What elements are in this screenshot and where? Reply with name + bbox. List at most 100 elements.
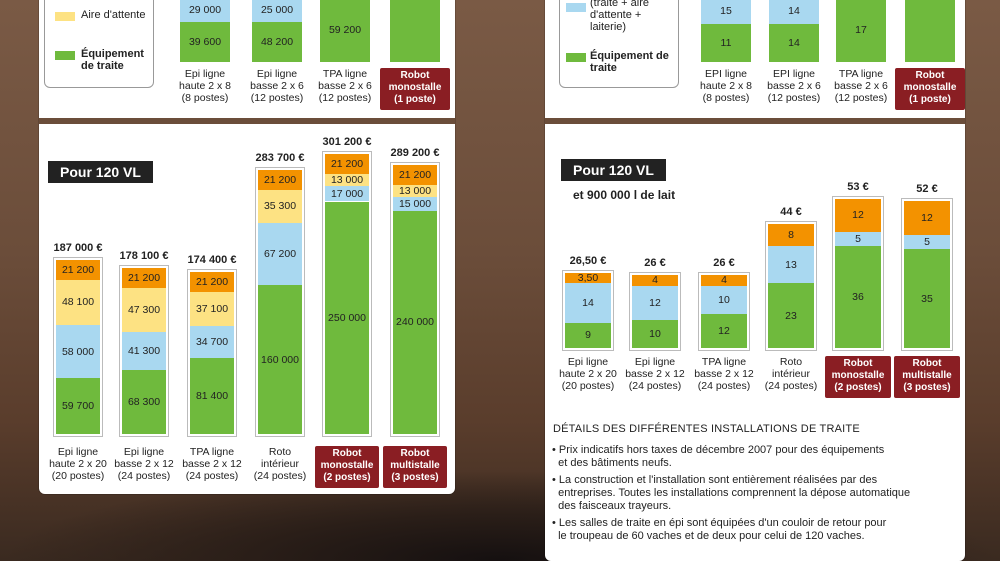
right-heading: Pour 120 VL <box>561 159 666 181</box>
bar-segment-yellow: 37 100 <box>190 291 234 327</box>
top-right-bar-label: EPI ligne haute 2 x 8 (8 postes) <box>691 68 761 104</box>
bar-label-line: Roto <box>779 356 803 368</box>
bar-label-line: Robot <box>912 358 942 369</box>
bar-label: Roto intérieur (24 postes) <box>248 446 312 482</box>
bar-segment-orange: 12 <box>904 201 950 236</box>
bar-label-line: Robot <box>332 448 362 459</box>
bar-segment-blue: 10 <box>701 285 747 315</box>
top-right-bar-label-line: (12 postes) <box>767 92 821 104</box>
top-left-bar-label-line: (8 postes) <box>181 92 229 104</box>
bar-segment-orange: 21 200 <box>122 268 166 289</box>
right-divider <box>545 118 965 124</box>
note-item: • Les salles de traite en épi sont équip… <box>552 517 952 543</box>
bar-label-line: Epi ligne <box>634 356 676 368</box>
bar-label-line: (24 postes) <box>253 470 307 482</box>
bar-label-line: intérieur <box>261 458 299 470</box>
top-right-bar-label-line: (8 postes) <box>702 92 750 104</box>
bar-segment-blue: 67 200 <box>258 222 302 286</box>
bar-segment-blue: 13 <box>768 246 814 284</box>
bar-segment-green: 250 000 <box>325 201 369 434</box>
top-left-bar-label: TPA ligne basse 2 x 6 (12 postes) <box>310 68 380 104</box>
legend-label-equipement-right: Équipement de traite <box>590 50 669 74</box>
top-right-seg-green: 11 <box>701 24 751 62</box>
top-left-bar-label-line: Epi ligne <box>184 68 226 80</box>
bar-segment-orange: 21 200 <box>56 260 100 280</box>
bar-label-line: TPA ligne <box>701 356 747 368</box>
top-left-seg-blue: 25 000 <box>252 0 302 22</box>
legend-label-traite: (traite + aire d'attente + laiterie) <box>590 0 649 33</box>
bar-label-line: haute 2 x 20 <box>559 368 617 380</box>
note-line: • Les salles de traite en épi sont équip… <box>552 517 887 529</box>
bar-total: 178 100 € <box>119 250 169 263</box>
bar-label-line: haute 2 x 20 <box>49 458 107 470</box>
bar-segment-orange: 21 200 <box>258 170 302 190</box>
bar-label-line: (24 postes) <box>764 380 818 392</box>
bar-segment-orange: 8 <box>768 223 814 247</box>
top-right-bar-label-line: monostalle <box>903 82 957 93</box>
bar-label-line: (24 postes) <box>117 470 171 482</box>
bar-segment-yellow: 48 100 <box>56 279 100 325</box>
top-left-seg-blue: 29 000 <box>180 0 230 22</box>
bar-segment-green: 9 <box>565 322 611 348</box>
note-line: • Prix indicatifs hors taxes de décembre… <box>552 444 885 456</box>
bar-label-line: Robot <box>843 358 873 369</box>
bar-segment-green: 59 700 <box>56 378 100 434</box>
top-left-bar-label-line: haute 2 x 8 <box>179 80 231 92</box>
bar-segment-orange: 3,50 <box>565 272 611 284</box>
top-left-seg-green: 48 200 <box>252 22 302 62</box>
left-heading: Pour 120 VL <box>48 161 153 183</box>
top-right-bar-label-line: EPI ligne <box>704 68 748 80</box>
bar-segment-orange: 21 200 <box>393 165 437 185</box>
top-left-bar-label: Epi ligne basse 2 x 6 (12 postes) <box>242 68 312 104</box>
bar-label-line: (2 postes) <box>323 472 371 483</box>
top-left-bar-label: Robot monostalle (1 poste) <box>380 68 450 110</box>
bar-segment-blue: 17 000 <box>325 185 369 202</box>
top-left-bar-label-line: Robot <box>400 70 430 81</box>
note-line: et des bâtiments neufs. <box>552 457 672 469</box>
bar-label-line: Epi ligne <box>123 446 165 458</box>
top-left-bar-label-line: (1 poste) <box>394 94 436 105</box>
notes-title: DÉTAILS DES DIFFÉRENTES INSTALLATIONS DE… <box>553 423 860 435</box>
bar-segment-green: 240 000 <box>393 210 437 434</box>
bar-segment-yellow: 35 300 <box>258 189 302 223</box>
legend-swatch-yellow <box>55 12 75 21</box>
bar-segment-green: 35 <box>904 249 950 348</box>
bar-segment-green: 68 300 <box>122 370 166 434</box>
bar-segment-green: 23 <box>768 283 814 348</box>
bar-total: 174 400 € <box>187 253 237 266</box>
bar-label: TPA ligne basse 2 x 12 (24 postes) <box>691 356 757 392</box>
top-right-bar-label-line: basse 2 x 6 <box>767 80 821 92</box>
bar-label: Epi ligne basse 2 x 12 (24 postes) <box>622 356 688 392</box>
top-right-seg-green: 14 <box>769 24 819 62</box>
bar-total: 26,50 € <box>569 255 607 268</box>
bar-label: Epi ligne haute 2 x 20 (20 postes) <box>46 446 110 482</box>
bar-label: Epi ligne basse 2 x 12 (24 postes) <box>112 446 176 482</box>
top-left-bar-label: Epi ligne haute 2 x 8 (8 postes) <box>170 68 240 104</box>
bar-label-line: (24 postes) <box>697 380 751 392</box>
bar-total: 52 € <box>916 183 938 196</box>
legend-left: Aire d'attente Équipement de traite <box>44 0 154 88</box>
bar-label-line: multistalle <box>902 370 952 381</box>
top-left-bar-label-line: Epi ligne <box>256 68 298 80</box>
bar-segment-blue: 5 <box>904 235 950 250</box>
bar-label-line: (20 postes) <box>561 380 615 392</box>
left-divider <box>39 118 455 124</box>
legend-swatch-blue <box>566 3 586 12</box>
bar-label-line: basse 2 x 12 <box>114 458 174 470</box>
bar-label: Roto intérieur (24 postes) <box>758 356 824 392</box>
top-right-bar-label-line: (1 poste) <box>909 94 951 105</box>
legend-label-equipement: Équipement de traite <box>81 48 144 72</box>
bar-segment-yellow: 13 000 <box>325 173 369 186</box>
note-line: entreprises. Toutes les installations co… <box>552 487 911 499</box>
bar-label-line: multistalle <box>390 460 440 471</box>
top-right-bar-label: TPA ligne basse 2 x 6 (12 postes) <box>826 68 896 104</box>
bar-segment-orange: 21 200 <box>190 271 234 292</box>
top-left-bar-label-line: (12 postes) <box>318 92 372 104</box>
top-right-seg-blue: 14 <box>769 0 819 24</box>
bar-label: Robot multistalle (3 postes) <box>383 446 447 488</box>
bar-segment-green: 10 <box>632 319 678 348</box>
bar-total: 283 700 € <box>255 152 305 165</box>
bar-label: Robot monostalle (2 postes) <box>315 446 379 488</box>
top-right-seg-green <box>905 0 955 62</box>
bar-label: Epi ligne haute 2 x 20 (20 postes) <box>555 356 621 392</box>
